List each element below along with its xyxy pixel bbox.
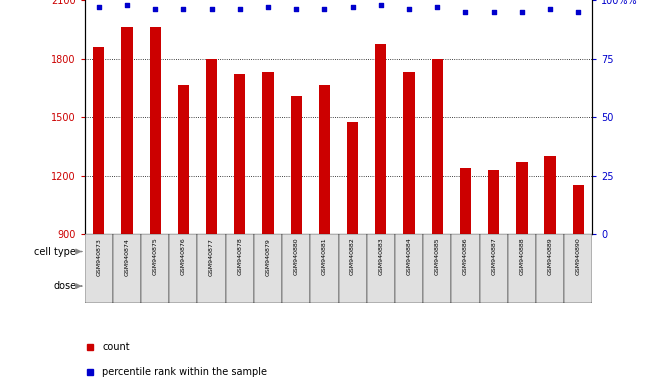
Point xyxy=(460,8,471,15)
Point xyxy=(178,6,189,12)
Text: GSM940883: GSM940883 xyxy=(378,238,383,275)
Text: percentile rank within the sample: percentile rank within the sample xyxy=(102,366,268,377)
Point xyxy=(263,4,273,10)
Bar xyxy=(178,85,189,234)
Text: GSM940874: GSM940874 xyxy=(124,238,130,276)
Bar xyxy=(508,269,592,303)
Bar xyxy=(564,234,592,303)
Text: GSM940877: GSM940877 xyxy=(209,238,214,276)
Text: GSM940875: GSM940875 xyxy=(152,238,158,275)
Point xyxy=(517,8,527,15)
Bar xyxy=(206,59,217,234)
Text: GSM940890: GSM940890 xyxy=(575,238,581,275)
Bar xyxy=(395,234,423,303)
Bar xyxy=(141,234,169,303)
Bar xyxy=(85,269,169,303)
Bar xyxy=(85,234,339,269)
Text: count: count xyxy=(102,341,130,352)
Text: GSM940889: GSM940889 xyxy=(547,238,553,275)
Point xyxy=(545,6,555,12)
Bar xyxy=(254,269,339,303)
Bar xyxy=(404,72,415,234)
Bar xyxy=(226,234,254,303)
Point xyxy=(122,2,132,8)
Bar xyxy=(480,234,508,303)
Text: GSM940885: GSM940885 xyxy=(435,238,440,275)
Text: GSM940879: GSM940879 xyxy=(266,238,271,276)
Bar xyxy=(516,162,527,234)
Bar xyxy=(85,234,113,303)
Bar xyxy=(375,44,387,234)
Point xyxy=(234,6,245,12)
Bar xyxy=(460,168,471,234)
Bar xyxy=(113,234,141,303)
Text: 0.1 uM lapatinib: 0.1 uM lapatinib xyxy=(175,281,248,291)
Bar xyxy=(254,234,282,303)
Bar xyxy=(432,59,443,234)
Bar xyxy=(282,234,311,303)
Text: lapatinib resistant: lapatinib resistant xyxy=(421,247,510,257)
Bar xyxy=(319,85,330,234)
Text: 0 uM lapatinib: 0 uM lapatinib xyxy=(94,281,159,291)
Point xyxy=(94,4,104,10)
Bar xyxy=(121,27,133,234)
Bar xyxy=(93,47,104,234)
Bar xyxy=(451,234,480,303)
Text: GSM940873: GSM940873 xyxy=(96,238,102,276)
Text: GSM940884: GSM940884 xyxy=(406,238,411,275)
Bar xyxy=(150,27,161,234)
Point xyxy=(291,6,301,12)
Text: 0.1 uM lapatinib: 0.1 uM lapatinib xyxy=(429,281,502,291)
Text: GSM940876: GSM940876 xyxy=(181,238,186,275)
Text: GSM940880: GSM940880 xyxy=(294,238,299,275)
Bar xyxy=(367,234,395,303)
Bar xyxy=(573,185,584,234)
Text: GSM940882: GSM940882 xyxy=(350,238,355,275)
Bar xyxy=(169,234,197,303)
Text: lapatinib sensitive: lapatinib sensitive xyxy=(167,247,256,257)
Bar xyxy=(544,156,556,234)
Bar xyxy=(169,269,254,303)
Bar xyxy=(339,234,367,303)
Bar xyxy=(536,234,564,303)
Bar xyxy=(423,234,451,303)
Text: GSM940881: GSM940881 xyxy=(322,238,327,275)
Point xyxy=(206,6,217,12)
Point xyxy=(376,2,386,8)
Point xyxy=(319,6,329,12)
Bar xyxy=(339,269,423,303)
Bar xyxy=(234,74,245,234)
Bar xyxy=(347,122,358,234)
Bar xyxy=(488,170,499,234)
Point xyxy=(150,6,160,12)
Bar xyxy=(508,234,536,303)
Text: cell type: cell type xyxy=(35,247,76,257)
Text: 1 uM lapatinib: 1 uM lapatinib xyxy=(264,281,329,291)
Bar xyxy=(262,72,273,234)
Text: GSM940878: GSM940878 xyxy=(237,238,242,275)
Point xyxy=(488,8,499,15)
Point xyxy=(432,4,443,10)
Text: 1 uM lapatinib: 1 uM lapatinib xyxy=(518,281,583,291)
Point xyxy=(404,6,414,12)
Point xyxy=(348,4,358,10)
Text: GSM940887: GSM940887 xyxy=(491,238,496,275)
Bar xyxy=(423,269,508,303)
Point xyxy=(573,8,583,15)
Text: 0 uM lapatinib: 0 uM lapatinib xyxy=(348,281,413,291)
Bar xyxy=(197,234,226,303)
Text: dose: dose xyxy=(53,281,76,291)
Text: GSM940886: GSM940886 xyxy=(463,238,468,275)
Bar xyxy=(311,234,339,303)
Bar xyxy=(339,234,592,269)
Text: GSM940888: GSM940888 xyxy=(519,238,525,275)
Bar xyxy=(290,96,302,234)
